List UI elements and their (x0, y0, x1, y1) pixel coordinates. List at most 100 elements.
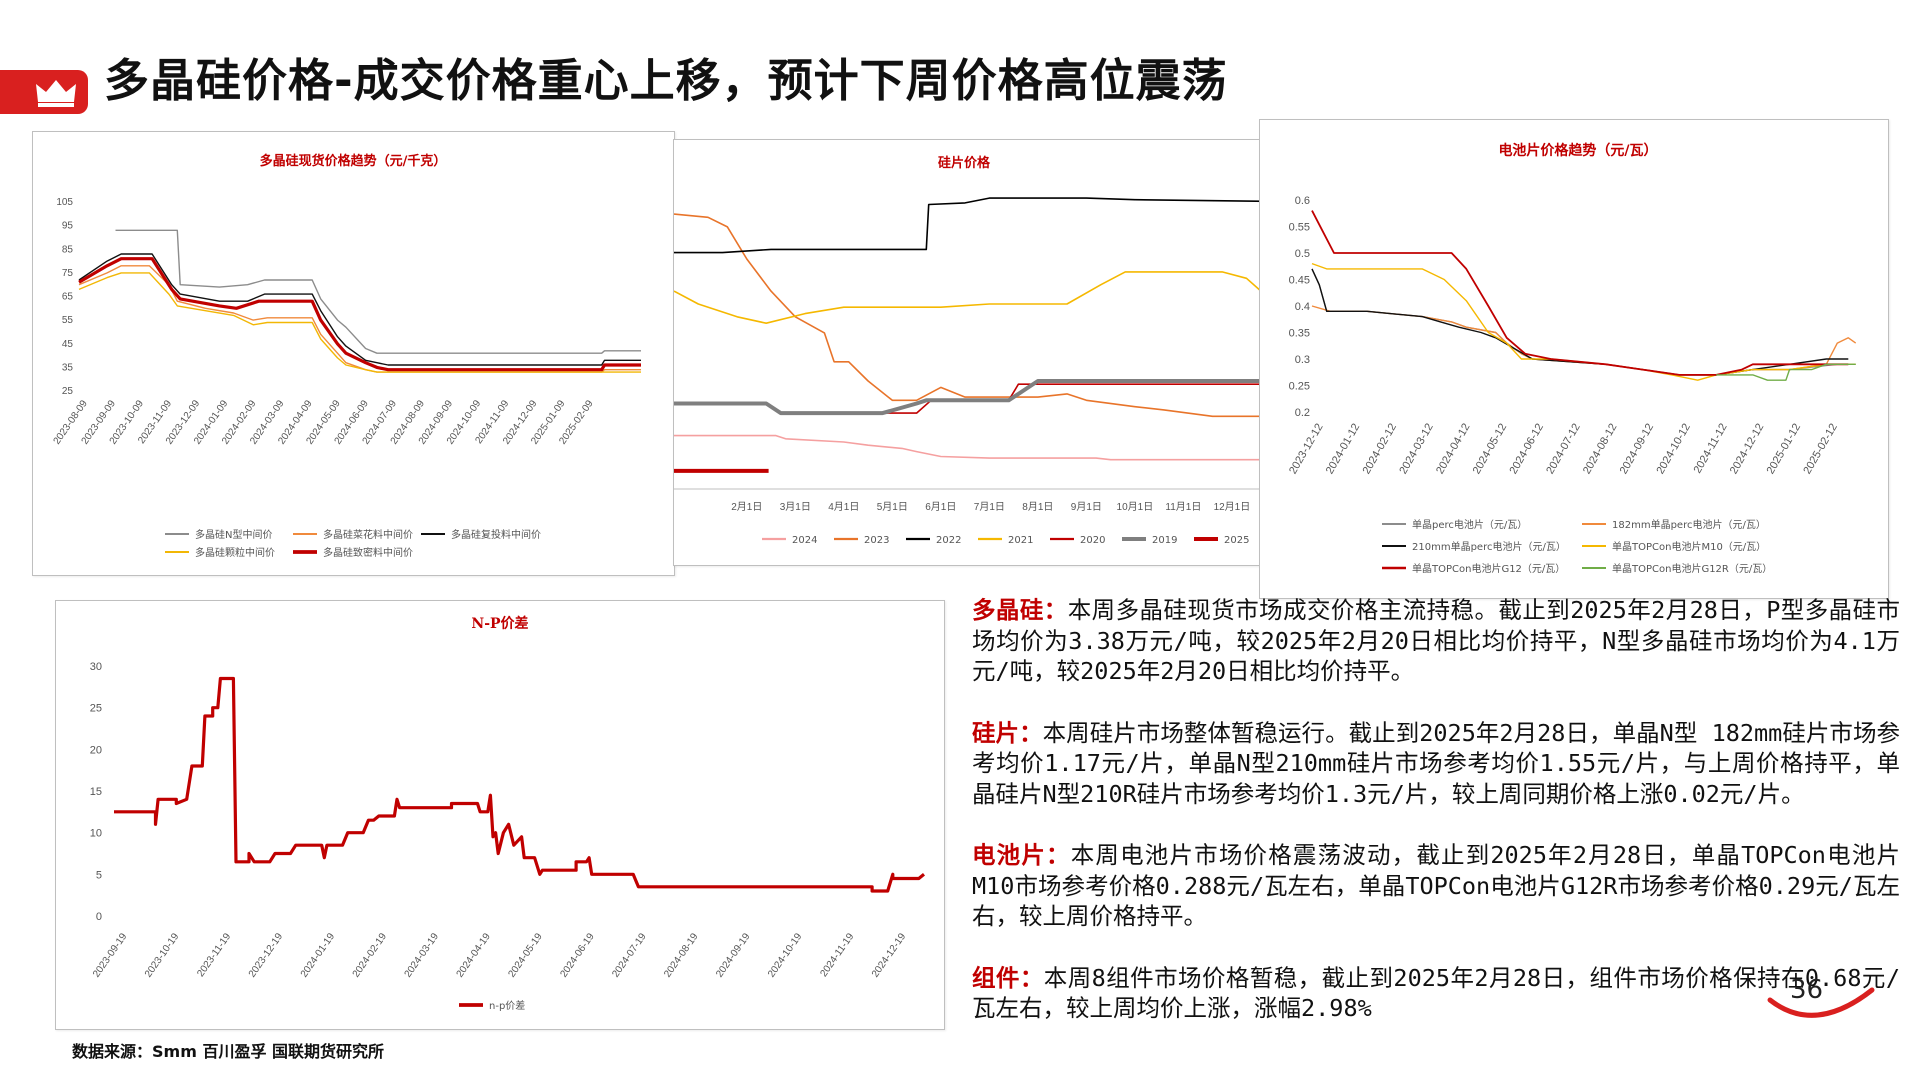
wafer-series-line-2 (674, 197, 1277, 254)
wafer-x-tick-4: 6月1日 (925, 501, 956, 513)
np-spread-chart-svg: N-P价差 0 5 10 15 20 25 30 2023-09-19 2023-10-19 202… (90, 615, 926, 1012)
cell-price-chart-svg: 电池片价格趋势（元/瓦） 0.2 0.25 0.3 0.35 0.4 0.45 0.5 0.55… (1287, 142, 1857, 575)
poly-legend-label-3: 多晶硅颗粒中间价 (195, 546, 275, 559)
cell-series-line-2 (1311, 268, 1849, 376)
wafer-series-line-5 (674, 379, 1276, 416)
poly-legend-label-4: 多晶硅致密料中间价 (323, 546, 413, 559)
poly-y-tick-8: 105 (56, 197, 73, 208)
np-x-tick-8: 2024-05-19 (506, 931, 545, 980)
np-y-tick-2: 10 (90, 828, 102, 840)
cell-legend-label-5: 单晶TOPCon电池片G12R（元/瓦） (1612, 562, 1772, 575)
paragraph-polysilicon: 多晶硅：本周多晶硅现货市场成交价格主流持稳。截止到2025年2月28日，P型多晶… (972, 595, 1900, 687)
poly-series-line-3 (78, 272, 641, 373)
poly-series-line-2 (78, 253, 641, 366)
poly-series-line-4 (78, 257, 641, 372)
poly-y-tick-0: 25 (62, 386, 74, 397)
wafer-series-line-3 (674, 271, 1276, 324)
poly-y-tick-2: 45 (62, 339, 74, 350)
np-x-tick-14: 2024-11-19 (818, 931, 856, 979)
cell-series-line-4 (1311, 210, 1849, 376)
wafer-x-tick-0: 2月1日 (731, 501, 762, 513)
body-cell: 本周电池片市场价格震荡波动，截止到2025年2月28日，单晶TOPCon电池片M… (972, 841, 1901, 930)
cell-y-tick-0: 0.2 (1295, 407, 1310, 419)
poly-y-tick-6: 85 (62, 244, 74, 255)
heading-cell: 电池片： (972, 841, 1071, 869)
heading-wafer: 硅片： (972, 718, 1043, 747)
data-source: 数据来源：Smm 百川盈孚 国联期货研究所 (72, 1042, 385, 1061)
poly-chart-title: 多晶硅现货价格趋势（元/千克） (260, 153, 447, 169)
np-x-tick-1: 2023-10-19 (143, 931, 182, 980)
cell-legend-label-1: 182mm单晶perc电池片（元/瓦） (1612, 518, 1766, 531)
np-x-tick-0: 2023-09-19 (91, 931, 130, 980)
np-y-tick-3: 15 (90, 786, 102, 798)
cell-x-tick-1: 2024-01-12 (1324, 422, 1363, 477)
wafer-legend-label-0: 2024 (792, 535, 817, 546)
cell-y-tick-1: 0.25 (1289, 381, 1310, 393)
poly-legend-label-0: 多晶硅N型中间价 (195, 528, 272, 541)
np-x-tick-3: 2023-12-19 (247, 931, 286, 980)
cell-x-tick-11: 2024-11-12 (1692, 422, 1730, 476)
np-x-tick-9: 2024-06-19 (558, 931, 597, 980)
cell-y-tick-5: 0.45 (1289, 275, 1310, 287)
heading-module: 组件： (972, 963, 1044, 992)
cell-y-tick-4: 0.4 (1295, 301, 1310, 313)
np-series-line-0 (114, 676, 926, 893)
poly-y-tick-3: 55 (62, 315, 74, 326)
wafer-price-chart: 硅片价格 2月1日 3月1日 4月1日 5月1日 6月1日 7月1日 8月1日 9月1日 10月1… (673, 139, 1288, 566)
np-x-tick-6: 2024-03-19 (403, 931, 442, 980)
poly-y-tick-7: 95 (62, 221, 74, 232)
poly-legend-label-2: 多晶硅复投料中间价 (451, 528, 541, 541)
np-x-tick-10: 2024-07-19 (610, 931, 649, 980)
cell-x-tick-4: 2024-04-12 (1434, 422, 1473, 477)
np-x-tick-15: 2024-12-19 (870, 931, 909, 980)
poly-legend-label-1: 多晶硅菜花料中间价 (323, 528, 413, 541)
cell-x-tick-12: 2024-12-12 (1728, 422, 1767, 477)
np-spread-chart: N-P价差 0 5 10 15 20 25 30 2023-09-19 2023-10-19 202… (55, 600, 945, 1030)
poly-y-tick-1: 35 (62, 362, 74, 373)
body-wafer: 本周硅片市场整体暂稳运行。截止到2025年2月28日，单晶N型 182mm硅片市… (972, 718, 1901, 808)
polysilicon-price-chart-svg: 多晶硅现货价格趋势（元/千克）25354555657585951052023-0… (52, 153, 641, 559)
wafer-x-tick-7: 9月1日 (1071, 501, 1102, 513)
cell-x-tick-9: 2024-09-12 (1618, 422, 1657, 477)
wafer-legend-label-2: 2022 (936, 535, 961, 546)
wafer-legend-label-1: 2023 (864, 535, 889, 546)
wafer-x-tick-9: 11月1日 (1165, 501, 1201, 513)
page-corner-swoosh-icon (1767, 987, 1875, 1018)
body-module: 本周8组件市场价格暂稳，截止到2025年2月28日，组件市场价格保持在0.68元… (972, 963, 1900, 1023)
np-x-tick-2: 2023-11-19 (195, 931, 233, 979)
cell-x-tick-2: 2024-02-12 (1361, 422, 1400, 477)
np-x-tick-11: 2024-08-19 (662, 931, 701, 980)
np-x-tick-4: 2024-01-19 (299, 931, 338, 980)
cell-x-tick-0: 2023-12-12 (1287, 422, 1326, 477)
cell-x-tick-6: 2024-06-12 (1507, 422, 1546, 477)
poly-y-tick-5: 75 (62, 268, 74, 279)
wafer-chart-title: 硅片价格 (938, 155, 991, 171)
cell-legend-label-4: 单晶TOPCon电池片G12（元/瓦） (1412, 562, 1565, 575)
np-x-tick-12: 2024-09-19 (714, 931, 753, 980)
np-y-tick-1: 5 (96, 869, 102, 881)
poly-y-tick-4: 65 (62, 292, 74, 303)
cell-chart-title: 电池片价格趋势（元/瓦） (1498, 142, 1657, 159)
cell-y-tick-7: 0.55 (1289, 222, 1310, 234)
np-y-tick-4: 20 (90, 744, 102, 756)
cell-x-tick-8: 2024-08-12 (1581, 422, 1620, 477)
cell-series-line-0 (1311, 268, 1856, 376)
cell-y-tick-8: 0.6 (1295, 195, 1310, 207)
np-legend-label-0: n-p价差 (489, 999, 525, 1012)
np-y-tick-0: 0 (96, 911, 102, 923)
wafer-legend-label-4: 2020 (1080, 535, 1105, 546)
wafer-series-line-1 (674, 213, 1277, 427)
wafer-price-chart-svg: 硅片价格 2月1日 3月1日 4月1日 5月1日 6月1日 7月1日 8月1日 9月1日 10月1… (674, 155, 1278, 546)
wafer-x-tick-1: 3月1日 (780, 501, 811, 513)
cell-x-tick-7: 2024-07-12 (1544, 422, 1583, 477)
crown-icon (36, 80, 76, 107)
np-y-tick-5: 25 (90, 703, 102, 715)
wafer-series-line-0 (674, 434, 1276, 461)
cell-y-tick-6: 0.5 (1295, 248, 1310, 260)
page-title: 多晶硅价格-成交价格重心上移，预计下周价格高位震荡 (104, 54, 1228, 107)
wafer-x-tick-8: 10月1日 (1117, 501, 1154, 513)
polysilicon-price-chart: 多晶硅现货价格趋势（元/千克） 25 35 45 55 65 75 85 95 105 2023-0… (32, 131, 675, 576)
np-x-tick-5: 2024-02-19 (351, 931, 390, 980)
body-polysilicon: 本周多晶硅现货市场成交价格主流持稳。截止到2025年2月28日，P型多晶硅市场均… (972, 596, 1901, 685)
paragraph-module: 组件：本周8组件市场价格暂稳，截止到2025年2月28日，组件市场价格保持在0.… (972, 963, 1900, 1024)
